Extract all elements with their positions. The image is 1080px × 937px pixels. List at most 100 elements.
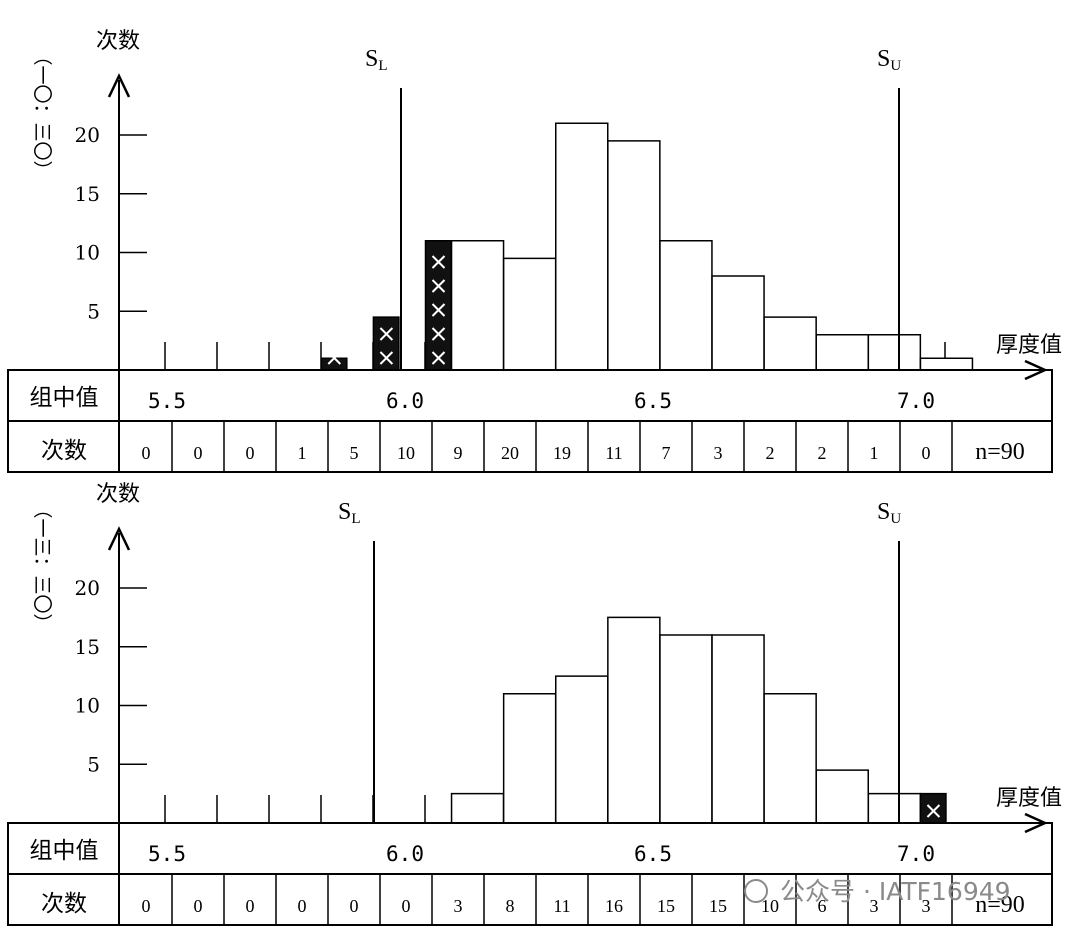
midpoint-label: 5.5 <box>148 842 186 866</box>
midpoint-label: 6.5 <box>634 842 672 866</box>
count-cell: 0 <box>246 896 255 916</box>
side-time-label-text: （一三：三〇） <box>31 499 53 632</box>
bar <box>867 334 922 371</box>
upper-spec-main: S <box>877 46 890 72</box>
y-axis-arrow <box>107 526 131 551</box>
count-cell: 11 <box>605 443 622 463</box>
count-cell: 5 <box>350 443 359 463</box>
bar <box>555 675 609 824</box>
midpoint-row-header: 组中值 <box>30 838 99 864</box>
count-cell: 0 <box>246 443 255 463</box>
reject-mark-icon <box>926 804 941 818</box>
bar <box>711 275 765 371</box>
midpoint-label: 5.5 <box>148 389 186 413</box>
reject-mark-icon <box>379 327 394 341</box>
midpoint-label: 6.5 <box>634 389 672 413</box>
bar-out-of-spec <box>919 792 947 824</box>
upper-spec-sub: U <box>890 58 901 74</box>
midpoint-label: 7.0 <box>897 389 935 413</box>
bar <box>919 357 974 371</box>
y-axis-title: 次数 <box>96 482 140 507</box>
count-cell: 6 <box>818 896 827 916</box>
x-axis-title: 厚度值 <box>996 333 1062 358</box>
x-axis-title: 厚度值 <box>996 786 1062 811</box>
bar-rect <box>320 357 348 371</box>
bar-out-of-spec <box>372 316 400 371</box>
bar-rect <box>919 792 947 824</box>
bar <box>555 122 609 371</box>
bar <box>711 634 765 824</box>
midpoint-label: 6.0 <box>386 842 424 866</box>
count-cell: 10 <box>761 896 779 916</box>
side-time-label: （一〇：三〇） <box>31 46 53 179</box>
reject-mark-icon <box>431 255 446 269</box>
bar <box>450 240 505 371</box>
bar <box>815 334 869 371</box>
reject-mark-icon <box>431 303 446 317</box>
lower-spec-main: S <box>365 46 378 72</box>
bar-rect <box>424 240 452 371</box>
bar <box>659 634 713 824</box>
upper-spec-label: SU <box>877 46 901 74</box>
reject-mark-icon <box>431 279 446 293</box>
upper-spec-label: SU <box>877 499 901 527</box>
side-time-label-text: （一〇：三〇） <box>31 46 53 179</box>
total-count: n=90 <box>975 892 1025 918</box>
count-cell: 0 <box>402 896 411 916</box>
count-cell: 19 <box>553 443 571 463</box>
count-row-header: 次数 <box>41 891 87 917</box>
count-cell: 15 <box>709 896 727 916</box>
bar <box>502 257 557 371</box>
lower-spec-label: SL <box>338 499 361 527</box>
count-cell: 9 <box>454 443 463 463</box>
reject-mark-icon <box>327 351 342 365</box>
bar <box>763 316 817 371</box>
bar-rect <box>372 316 400 371</box>
y-tick-label: 20 <box>75 576 100 600</box>
reject-mark-icon <box>431 351 446 365</box>
y-tick-label: 10 <box>75 241 100 265</box>
count-cell: 3 <box>454 896 463 916</box>
count-cell: 0 <box>922 443 931 463</box>
bar <box>607 616 661 824</box>
count-cell: 0 <box>194 443 203 463</box>
bar <box>450 792 505 824</box>
midpoint-label: 7.0 <box>897 842 935 866</box>
y-tick-label: 10 <box>75 694 100 718</box>
bar <box>867 792 922 824</box>
bar <box>763 693 817 824</box>
count-cell: 2 <box>766 443 775 463</box>
midpoint-row-header: 组中值 <box>30 385 99 411</box>
upper-spec-main: S <box>877 499 890 525</box>
bar-out-of-spec <box>424 240 452 371</box>
count-cell: 20 <box>501 443 519 463</box>
count-cell: 0 <box>298 896 307 916</box>
lower-spec-sub: L <box>378 58 387 74</box>
bar <box>607 140 661 371</box>
count-cell: 3 <box>870 896 879 916</box>
reject-mark-icon <box>379 351 394 365</box>
y-axis-title: 次数 <box>96 29 140 54</box>
count-cell: 11 <box>553 896 570 916</box>
count-cell: 15 <box>657 896 675 916</box>
lower-spec-main: S <box>338 499 351 525</box>
y-tick-label: 15 <box>75 182 100 206</box>
count-cell: 0 <box>350 896 359 916</box>
y-axis-arrow <box>107 73 131 98</box>
count-cell: 1 <box>298 443 307 463</box>
count-cell: 0 <box>142 896 151 916</box>
midpoint-label: 6.0 <box>386 389 424 413</box>
count-cell: 0 <box>142 443 151 463</box>
watermark-text: 公众号 · IATF16949 <box>780 877 1011 906</box>
wechat-icon <box>744 879 768 903</box>
count-cell: 10 <box>397 443 415 463</box>
y-tick-label: 20 <box>75 123 100 147</box>
upper-spec-sub: U <box>890 511 901 527</box>
total-count: n=90 <box>975 439 1025 465</box>
bar <box>659 240 713 371</box>
count-cell: 7 <box>662 443 671 463</box>
y-tick-label: 15 <box>75 635 100 659</box>
